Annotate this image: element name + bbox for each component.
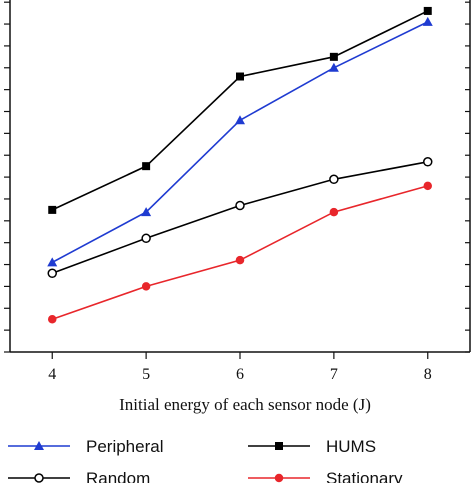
legend-item-hums: HUMS xyxy=(248,437,376,456)
data-point xyxy=(47,314,57,324)
data-point xyxy=(47,257,58,267)
data-point xyxy=(423,6,432,15)
x-tick-label: 8 xyxy=(424,366,432,383)
series-line xyxy=(51,10,429,211)
data-point xyxy=(235,115,245,125)
data-point xyxy=(141,233,151,244)
series-peripheral xyxy=(47,16,433,267)
data-point xyxy=(34,473,44,483)
data-point xyxy=(235,255,245,265)
legend-label: Random xyxy=(86,469,150,483)
legend-item-random: Random xyxy=(8,469,150,483)
series-stationary xyxy=(47,181,433,324)
data-point xyxy=(423,157,433,167)
series-hums xyxy=(48,6,432,214)
x-axis-ticks: 4 5 6 7 8 xyxy=(48,352,432,383)
series-layer xyxy=(47,6,433,324)
data-point xyxy=(274,473,284,483)
data-point xyxy=(422,16,433,26)
y-axis-ticks xyxy=(4,1,470,353)
legend-item-peripheral: Peripheral xyxy=(8,437,164,456)
plot-frame xyxy=(9,0,471,353)
data-point xyxy=(141,282,151,291)
data-point xyxy=(275,442,283,450)
series-random xyxy=(47,157,433,279)
data-point xyxy=(48,205,57,214)
x-tick-label: 4 xyxy=(48,366,56,383)
x-tick-label: 6 xyxy=(236,366,244,383)
series-line xyxy=(51,21,429,264)
data-point xyxy=(141,207,152,217)
x-tick-label: 5 xyxy=(142,366,150,383)
data-point xyxy=(235,200,245,211)
data-point xyxy=(236,72,244,81)
data-point xyxy=(142,162,151,171)
data-point xyxy=(47,268,57,279)
data-point xyxy=(329,174,339,185)
data-point xyxy=(34,441,44,450)
x-axis-title: Initial energy of each sensor node (J) xyxy=(119,395,371,414)
legend: Peripheral HUMS Random Stationary xyxy=(8,437,403,483)
data-point xyxy=(329,207,339,217)
data-point xyxy=(329,52,338,61)
legend-label: Stationary xyxy=(326,469,403,483)
data-point xyxy=(328,62,339,72)
legend-label: HUMS xyxy=(326,437,376,456)
legend-label: Peripheral xyxy=(86,437,164,456)
x-tick-label: 7 xyxy=(330,366,338,383)
legend-item-stationary: Stationary xyxy=(248,469,403,483)
data-point xyxy=(423,181,433,191)
